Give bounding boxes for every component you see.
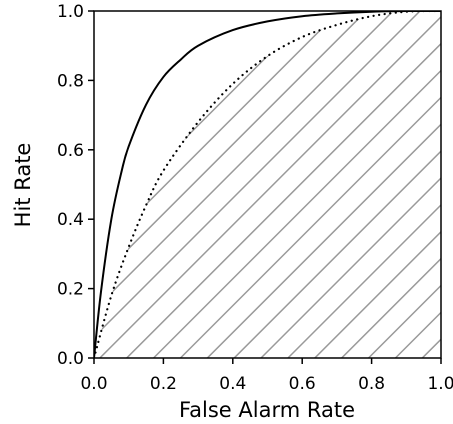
series-layer	[94, 11, 441, 358]
y-axis: 0.0 0.2 0.4 0.6 0.8 1.0	[57, 2, 94, 369]
plot-frame	[93, 10, 442, 359]
x-tick-label: 0.0	[80, 374, 107, 394]
x-axis-title: False Alarm Rate	[179, 398, 355, 422]
y-tick-label: 0.6	[57, 141, 84, 161]
x-tick-label: 0.4	[219, 374, 246, 394]
y-tick-label: 0.0	[57, 349, 84, 369]
x-tick-label: 1.0	[427, 374, 453, 394]
y-tick-label: 1.0	[57, 2, 84, 22]
y-axis-title: Hit Rate	[11, 143, 35, 228]
hatched-area	[94, 11, 441, 358]
y-tick-label: 0.2	[57, 280, 84, 300]
x-tick-label: 0.8	[358, 374, 385, 394]
x-tick-label: 0.6	[289, 374, 316, 394]
y-tick-label: 0.8	[57, 71, 84, 91]
hatched-area-group	[94, 11, 441, 358]
y-tick-label: 0.4	[57, 210, 84, 230]
solid-curve	[94, 11, 441, 358]
x-axis: 0.0 0.2 0.4 0.6 0.8 1.0	[80, 358, 453, 394]
x-tick-label: 0.2	[150, 374, 177, 394]
